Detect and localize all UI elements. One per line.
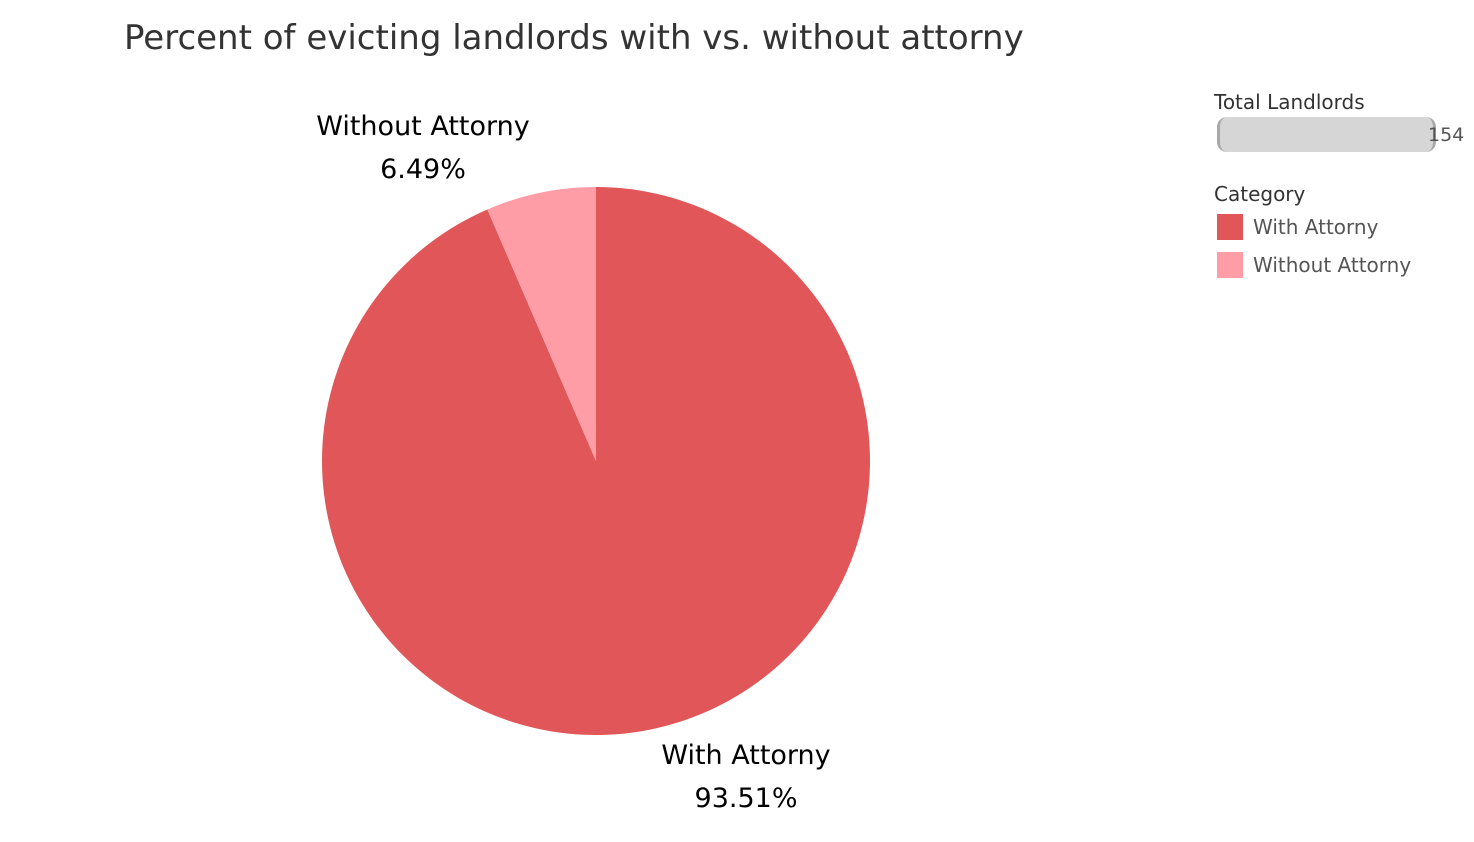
chart-title: Percent of evicting landlords with vs. w… — [124, 18, 1024, 58]
pie-slice-without-attorny[interactable] — [487, 187, 596, 461]
color-legend-title: Category — [1214, 182, 1306, 206]
size-legend-value: 154 — [1428, 124, 1465, 146]
slice-label-name: Without Attorny — [316, 111, 530, 142]
size-legend-title: Total Landlords — [1214, 90, 1365, 114]
legend-item-with-attorny[interactable]: With Attorny — [1217, 214, 1378, 240]
slice-label-with-attorny: With Attorny 93.51% — [661, 734, 830, 820]
pie-slice-with-attorny[interactable] — [321, 187, 870, 736]
legend-swatch — [1217, 214, 1243, 240]
legend-label: Without Attorny — [1253, 253, 1412, 277]
legend-item-without-attorny[interactable]: Without Attorny — [1217, 252, 1411, 278]
slice-label-name: With Attorny — [661, 740, 831, 771]
size-legend-bar — [1217, 117, 1436, 152]
slice-label-without-attorny: Without Attorny 6.49% — [316, 105, 530, 191]
slice-label-percent: 93.51% — [694, 783, 798, 814]
slice-label-percent: 6.49% — [380, 154, 466, 185]
legend-label: With Attorny — [1253, 215, 1379, 239]
legend-swatch — [1217, 252, 1243, 278]
